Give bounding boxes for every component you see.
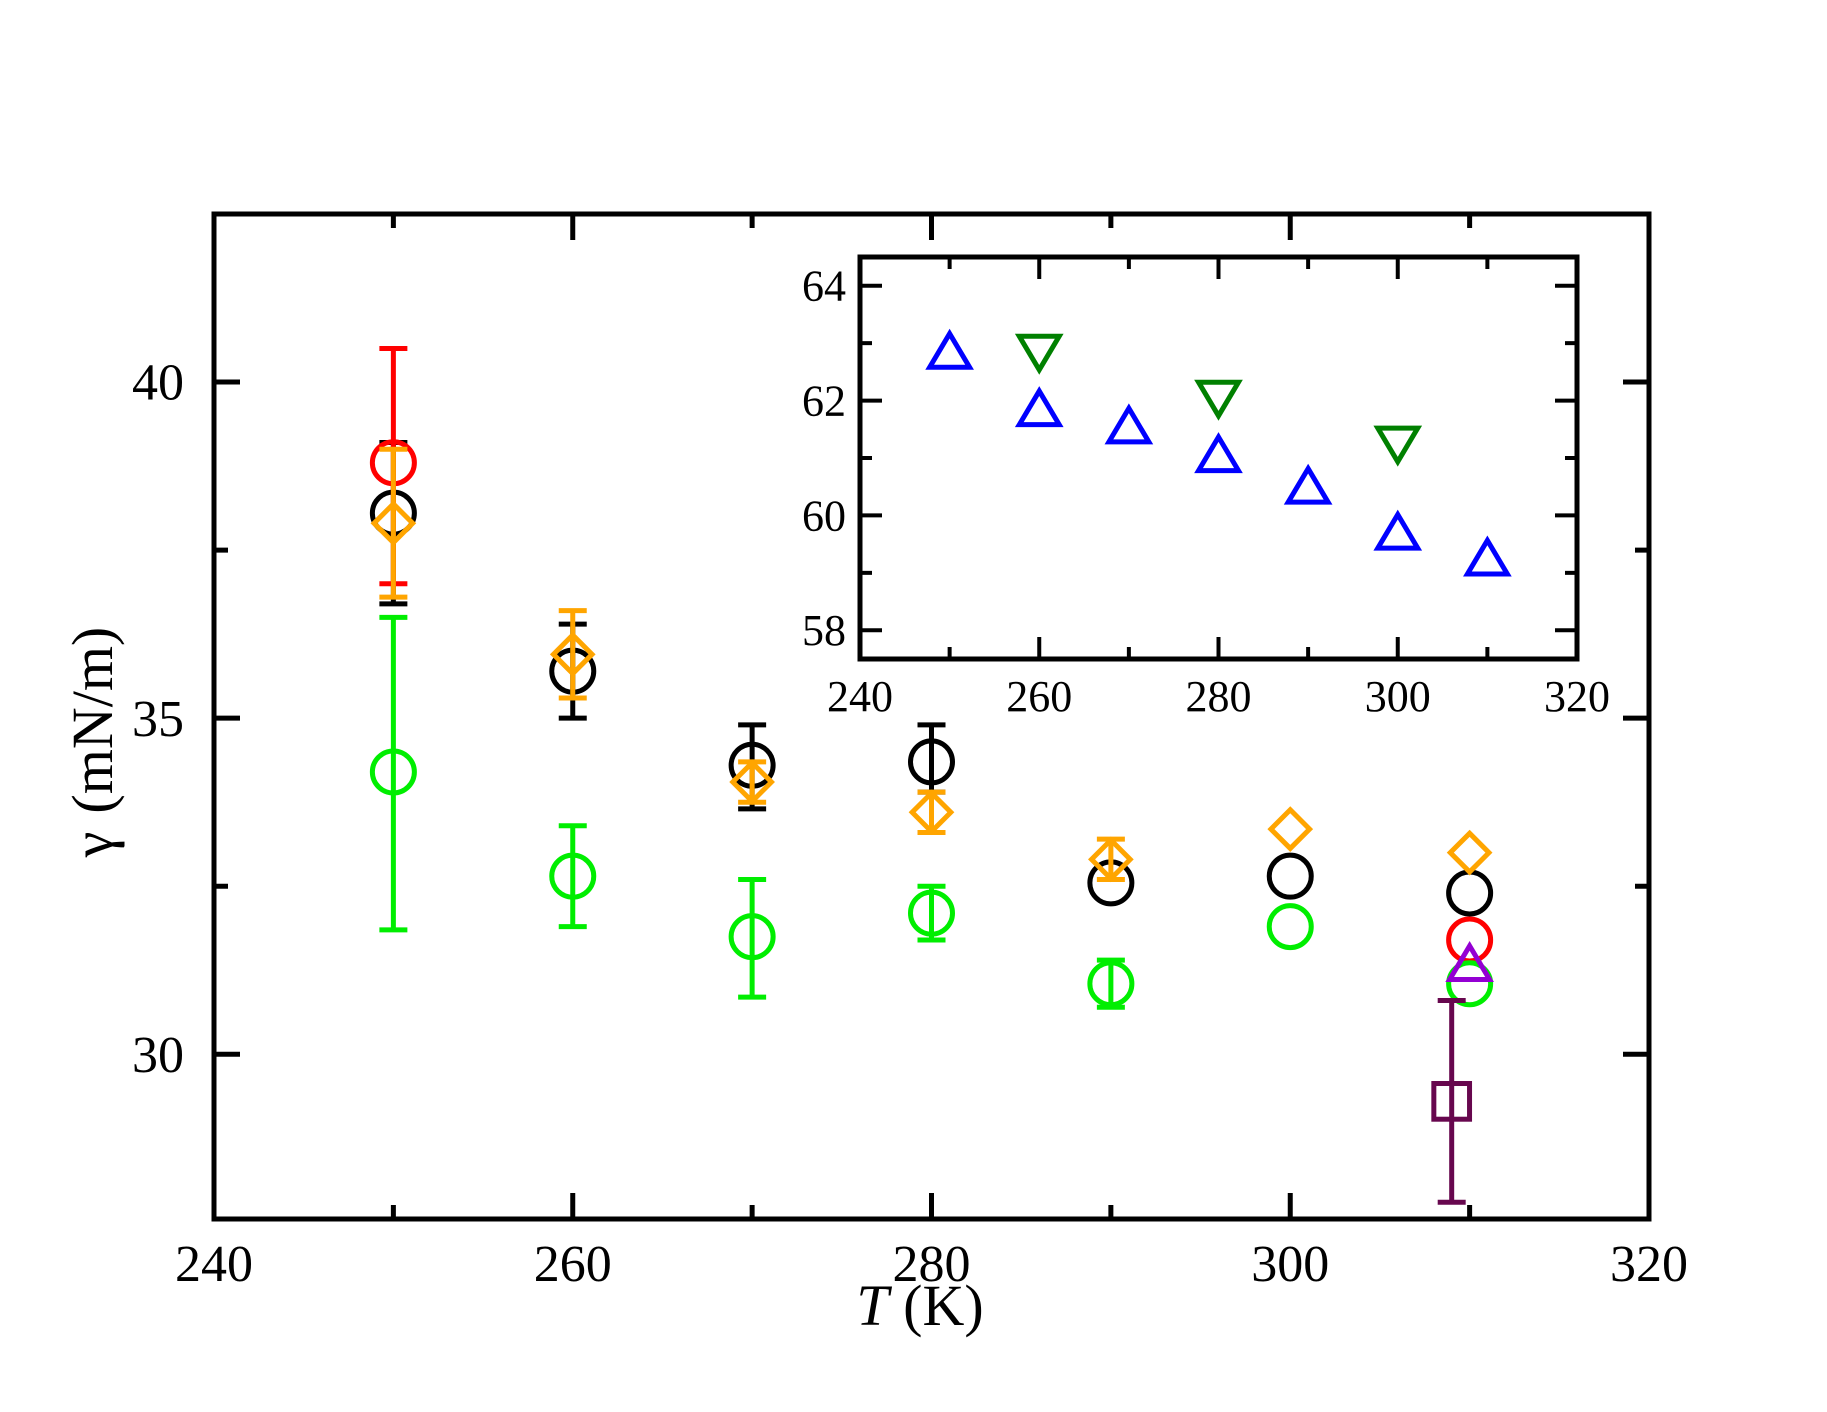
y-axis-label: γ (mN/m) <box>60 627 125 859</box>
data-point <box>1088 836 1134 883</box>
main-y-tick-label: 40 <box>132 355 184 412</box>
data-point <box>729 759 775 805</box>
data-point <box>1087 960 1135 1008</box>
inset-y-tick-label: 60 <box>802 491 846 540</box>
data-point <box>1014 333 1064 375</box>
inset-x-tick-label: 260 <box>1006 672 1072 721</box>
data-point <box>925 328 974 370</box>
data-point <box>908 889 955 937</box>
y-axis-label-units: (mN/m) <box>60 627 125 814</box>
x-axis-label-units: (K) <box>889 1273 984 1338</box>
inset-y-tick-label: 62 <box>802 377 846 426</box>
y-axis-label-symbol: γ <box>60 832 125 859</box>
data-point <box>908 789 955 836</box>
inset-plot: 240 260 280 300 320 58 60 62 64 <box>802 254 1610 721</box>
data-point <box>1431 1081 1473 1122</box>
inset-x-tick-label: 280 <box>1186 672 1252 721</box>
data-point <box>728 913 776 961</box>
data-point <box>369 748 417 796</box>
data-point <box>1446 829 1493 876</box>
main-y-tick-label: 35 <box>132 691 184 748</box>
inset-series-blue-triangles <box>925 328 1512 577</box>
data-point <box>549 631 596 678</box>
inset-x-tick-label: 320 <box>1544 672 1610 721</box>
data-point <box>908 738 955 786</box>
data-point <box>1373 425 1423 467</box>
main-series-orange-diamonds <box>370 446 1493 883</box>
data-point <box>1267 806 1314 852</box>
data-point <box>1373 509 1423 551</box>
main-x-tick-label: 320 <box>1610 1236 1688 1293</box>
data-point <box>1014 386 1064 428</box>
main-series-violet-triangle <box>1445 941 1494 983</box>
inset-y-tick-label: 64 <box>802 262 846 311</box>
data-point <box>1266 852 1314 900</box>
data-point <box>1445 941 1494 983</box>
inset-x-tick-label: 300 <box>1365 672 1431 721</box>
data-point <box>1194 379 1243 421</box>
data-point <box>1104 403 1154 445</box>
data-point <box>1446 960 1494 1008</box>
data-point <box>1194 432 1243 474</box>
main-x-tick-label: 260 <box>534 1236 612 1293</box>
x-axis-label: T (K) <box>856 1273 983 1338</box>
main-series-maroon-square <box>1431 998 1473 1205</box>
data-point <box>370 500 417 547</box>
main-series-green-circles <box>369 614 1494 1010</box>
data-point <box>1283 463 1333 505</box>
x-axis-label-var: T <box>856 1273 892 1338</box>
inset-series-green-inverted-triangles <box>1014 333 1423 467</box>
inset-x-tick-label: 240 <box>827 672 893 721</box>
data-point <box>549 852 597 900</box>
inset-plot-frame <box>857 254 1580 662</box>
main-x-tick-label: 240 <box>175 1236 253 1293</box>
main-x-tick-label: 300 <box>1251 1236 1329 1293</box>
data-point <box>1266 903 1314 951</box>
data-point <box>1463 535 1512 577</box>
main-x-tick-label: 280 <box>893 1236 971 1293</box>
main-y-tick-label: 30 <box>132 1027 184 1084</box>
inset-y-tick-label: 58 <box>802 606 846 655</box>
